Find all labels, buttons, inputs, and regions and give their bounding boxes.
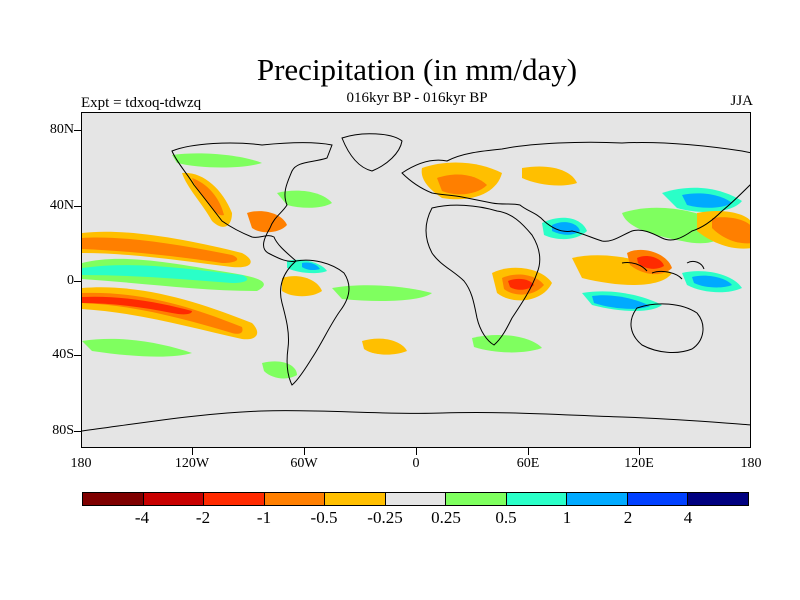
colorbar-label: -1 [256,508,272,527]
lon-tick-label: 120E [624,456,654,471]
lat-tick-label: 0 [67,273,74,288]
season-label: JJA [730,93,753,109]
lat-tick-label: 40N [49,198,74,213]
lon-tick-label: 180 [740,456,762,471]
colorbar [82,492,749,506]
coast-north-america [171,142,333,262]
anomaly-patch [682,193,732,208]
colorbar-swatch [83,493,144,505]
colorbar-label: 4 [683,508,693,527]
coast-south-america [280,259,350,386]
colorbar-label: 2 [623,508,633,527]
anomaly-patch [637,255,664,269]
anomaly-patch [592,295,650,309]
anomaly-patch [712,217,750,244]
anomaly-patch [692,275,732,288]
coast-eurasia [401,141,750,242]
lon-tick-mark [639,448,640,455]
colorbar-label: -4 [134,508,150,527]
plot-title: Precipitation (in mm/day) [256,52,578,87]
anomaly-patch [172,153,262,168]
anomaly-patch [332,285,432,301]
lon-tick-label: 180 [70,456,92,471]
colorbar-label: -0.5 [310,508,338,527]
anomaly-patch [302,262,320,271]
colorbar-swatch [325,493,386,505]
colorbar-label: 1 [562,508,572,527]
colorbar-label: 0.5 [495,508,517,527]
lon-tick-label: 60E [516,456,540,471]
colorbar-swatch [446,493,507,505]
lat-tick-label: 80S [52,423,74,438]
experiment-label: Expt = tdxoq-tdwzq [81,95,202,111]
anomaly-patch [82,265,248,283]
lon-tick-label: 0 [412,456,420,471]
lat-tick-mark [74,130,81,131]
anomaly-patch [82,296,192,315]
precipitation-map [81,112,751,448]
anomaly-patch [277,190,332,208]
colorbar-swatch [264,493,326,505]
lon-tick-mark [192,448,193,455]
coast-australia [630,303,704,353]
anomaly-patch [362,338,407,355]
anomaly-patch [82,237,238,263]
anomaly-patch [192,178,224,216]
coast-maritime-continent [621,260,705,280]
anomaly-patch [437,174,487,195]
colorbar-swatch [627,493,689,505]
lat-tick-mark [74,355,81,356]
anomaly-patch [472,334,542,353]
coast-greenland [341,133,403,172]
anomaly-patch [282,276,322,297]
colorbar-swatch [506,493,568,505]
lat-tick-label: 80N [49,122,74,137]
lat-tick-label: 40S [52,347,74,362]
lon-tick-mark [304,448,305,455]
colorbar-label: -0.25 [367,508,403,527]
map-canvas [82,133,750,432]
anomaly-patch [247,211,287,233]
lat-tick-mark [74,206,81,207]
colorbar-swatch [567,493,628,505]
lon-tick-label: 60W [290,456,318,471]
colorbar-label: 0.25 [431,508,461,527]
anomaly-patch [82,338,192,357]
anomaly-patch [508,278,534,290]
lon-tick-mark [528,448,529,455]
colorbar-label: -2 [195,508,211,527]
lon-tick-mark [416,448,417,455]
colorbar-swatch [688,493,749,505]
anomaly-patch [522,166,577,186]
lat-tick-mark [74,431,81,432]
lat-tick-mark [74,281,81,282]
colorbar-swatch [143,493,205,505]
coastlines [82,133,750,432]
plot-subtitle: 016kyr BP - 016kyr BP [346,90,488,106]
coast-africa [425,204,541,346]
anomaly-patch [572,255,672,285]
colorbar-swatch [385,493,447,505]
anomaly-patch [262,361,297,379]
coast-antarctica [82,410,750,432]
lon-tick-label: 120W [174,456,210,471]
anomaly-fields [82,153,750,379]
colorbar-swatch [204,493,265,505]
